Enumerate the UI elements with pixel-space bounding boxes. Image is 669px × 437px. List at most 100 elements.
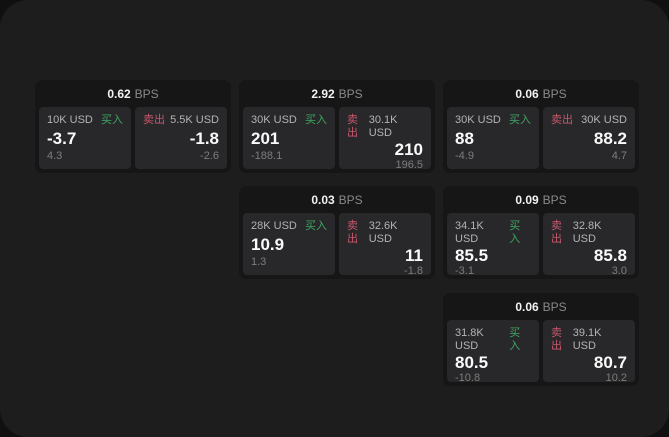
buy-tile[interactable]: 28K USD 买入 10.9 1.3 [243,213,335,275]
buy-amount: 30K USD [455,114,501,126]
card-header: 0.62 BPS [35,80,231,107]
buy-amount: 10K USD [47,114,93,126]
sell-label: 卖出 [347,114,358,139]
sell-delta: 196.5 [395,159,423,171]
sell-delta: 3.0 [611,265,627,277]
buy-delta: -4.9 [455,150,474,162]
card-body: 31.8K USD 买入 80.5 -10.8 卖出 39.1K USD 80.… [443,320,639,386]
sell-delta: -2.6 [200,150,219,162]
buy-amount: 30K USD [251,114,297,126]
buy-amount: 31.8K USD [455,327,484,352]
bps-value: 0.06 [515,86,539,101]
buy-price: 88 [455,129,474,148]
card-body: 30K USD 买入 88 -4.9 卖出 30K USD 88.2 4.7 [443,107,639,173]
buy-delta: -188.1 [251,150,283,162]
quote-card-2: 2.92 BPS 30K USD 买入 201 -188.1 卖出 30.1K … [239,80,435,173]
sell-label: 卖出 [143,114,165,126]
sell-amount: 32.8K USD [572,220,602,245]
card-header: 0.06 BPS [443,293,639,320]
buy-delta: 1.3 [251,256,267,268]
buy-label: 买入 [509,327,521,352]
bps-value: 0.09 [515,192,539,207]
bps-unit-label: BPS [542,299,567,314]
buy-price: 80.5 [455,353,489,372]
sell-label: 卖出 [551,114,573,126]
sell-amount: 32.6K USD [368,220,398,245]
bps-unit-label: BPS [542,192,567,207]
sell-tile-top: 卖出 39.1K USD [551,327,627,353]
buy-amount: 28K USD [251,220,297,232]
sell-amount: 5.5K USD [170,114,219,126]
bps-unit-label: BPS [134,86,159,101]
sell-price: -1.8 [189,129,219,148]
card-header: 2.92 BPS [239,80,435,107]
buy-tile[interactable]: 31.8K USD 买入 80.5 -10.8 [447,320,539,384]
card-header: 0.09 BPS [443,186,639,213]
sell-tile[interactable]: 卖出 30K USD 88.2 4.7 [543,107,635,169]
sell-tile-top: 卖出 32.6K USD [347,220,423,246]
buy-delta: -3.1 [455,265,474,277]
quote-card-3: 0.06 BPS 30K USD 买入 88 -4.9 卖出 30K USD 8… [443,80,639,173]
sell-tile-top: 卖出 5.5K USD [143,114,219,127]
card-body: 34.1K USD 买入 85.5 -3.1 卖出 32.8K USD 85.8… [443,213,639,279]
bps-value: 0.03 [311,192,335,207]
sell-tile[interactable]: 卖出 32.8K USD 85.8 3.0 [543,213,635,277]
buy-amount: 34.1K USD [455,220,484,245]
buy-tile-top: 30K USD 买入 [455,114,531,127]
sell-tile-top: 卖出 32.8K USD [551,220,627,246]
buy-label: 买入 [509,114,531,126]
card-body: 30K USD 买入 201 -188.1 卖出 30.1K USD 210 1… [239,107,435,173]
bps-value: 0.62 [107,86,131,101]
sell-tile-top: 卖出 30K USD [551,114,627,127]
sell-delta: -1.8 [404,265,423,277]
buy-tile[interactable]: 34.1K USD 买入 85.5 -3.1 [447,213,539,277]
buy-label: 买入 [101,114,123,126]
sell-price: 80.7 [593,353,627,372]
quote-card-5: 0.09 BPS 34.1K USD 买入 85.5 -3.1 卖出 32.8K… [443,186,639,279]
sell-label: 卖出 [551,220,562,245]
sell-amount: 30.1K USD [368,114,398,139]
bps-value: 0.06 [515,299,539,314]
buy-tile-top: 30K USD 买入 [251,114,327,127]
buy-tile-top: 34.1K USD 买入 [455,220,531,246]
quote-card-6: 0.06 BPS 31.8K USD 买入 80.5 -10.8 卖出 39.1… [443,293,639,386]
buy-tile-top: 28K USD 买入 [251,220,327,233]
buy-label: 买入 [305,220,327,232]
sell-amount: 30K USD [581,114,627,126]
buy-tile-top: 10K USD 买入 [47,114,123,127]
sell-tile-top: 卖出 30.1K USD [347,114,423,140]
buy-tile-top: 31.8K USD 买入 [455,327,531,353]
sell-delta: 4.7 [611,150,627,162]
card-header: 0.03 BPS [239,186,435,213]
sell-tile[interactable]: 卖出 30.1K USD 210 196.5 [339,107,431,171]
sell-price: 210 [394,140,423,159]
sell-amount: 39.1K USD [572,327,602,352]
quote-card-4: 0.03 BPS 28K USD 买入 10.9 1.3 卖出 32.6K US… [239,186,435,279]
sell-label: 卖出 [347,220,358,245]
sell-tile[interactable]: 卖出 32.6K USD 11 -1.8 [339,213,431,277]
buy-label: 买入 [305,114,327,126]
sell-price: 11 [405,246,423,265]
buy-price: -3.7 [47,129,77,148]
bps-unit-label: BPS [542,86,567,101]
sell-price: 88.2 [593,129,627,148]
sell-price: 85.8 [593,246,627,265]
bps-unit-label: BPS [338,192,363,207]
buy-price: 10.9 [251,235,285,254]
quote-card-1: 0.62 BPS 10K USD 买入 -3.7 4.3 卖出 5.5K USD… [35,80,231,173]
buy-price: 201 [251,129,280,148]
buy-tile[interactable]: 30K USD 买入 201 -188.1 [243,107,335,169]
bps-value: 2.92 [311,86,335,101]
buy-delta: -10.8 [455,372,481,384]
card-body: 28K USD 买入 10.9 1.3 卖出 32.6K USD 11 -1.8 [239,213,435,279]
buy-delta: 4.3 [47,150,63,162]
sell-tile[interactable]: 卖出 39.1K USD 80.7 10.2 [543,320,635,384]
buy-price: 85.5 [455,246,489,265]
buy-tile[interactable]: 30K USD 买入 88 -4.9 [447,107,539,169]
card-header: 0.06 BPS [443,80,639,107]
sell-delta: 10.2 [605,372,627,384]
sell-label: 卖出 [551,327,562,352]
buy-tile[interactable]: 10K USD 买入 -3.7 4.3 [39,107,131,169]
sell-tile[interactable]: 卖出 5.5K USD -1.8 -2.6 [135,107,227,169]
